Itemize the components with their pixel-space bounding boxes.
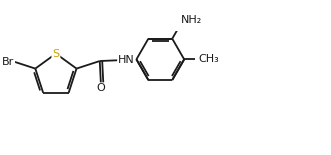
Text: S: S <box>52 49 60 59</box>
Text: NH₂: NH₂ <box>181 15 202 25</box>
Text: CH₃: CH₃ <box>199 54 219 64</box>
Text: O: O <box>97 83 105 93</box>
Text: Br: Br <box>2 57 14 67</box>
Text: HN: HN <box>118 55 135 65</box>
